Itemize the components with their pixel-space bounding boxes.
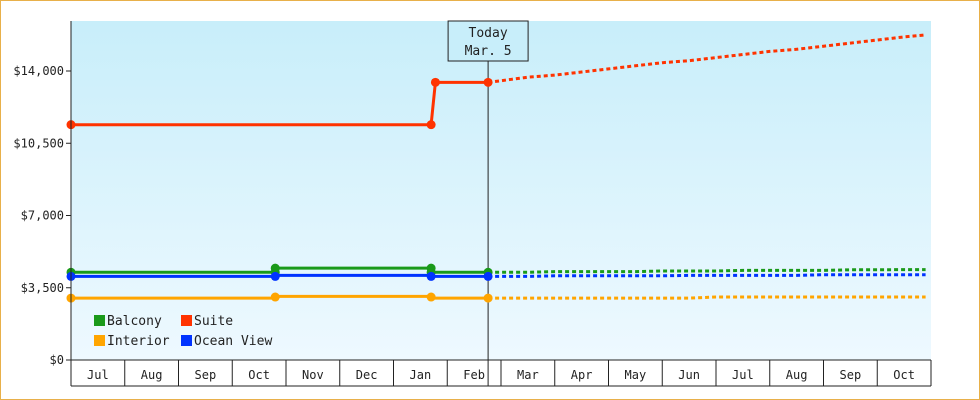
- today-label: Today: [469, 26, 508, 41]
- legend-swatch: [181, 315, 192, 326]
- history-line: [71, 80, 489, 127]
- history-line: [71, 266, 489, 274]
- legend-label: Suite: [194, 314, 233, 329]
- today-box: [447, 20, 529, 62]
- data-point: [430, 77, 440, 87]
- data-point: [270, 292, 280, 302]
- series-ocean-view: [66, 271, 926, 281]
- history-line: [71, 294, 489, 300]
- forecast-line: [488, 295, 926, 300]
- plot-area: [71, 21, 931, 360]
- legend-swatch: [94, 315, 105, 326]
- data-point: [483, 77, 493, 87]
- legend-item: Balcony: [94, 314, 162, 329]
- legend-label: Interior: [107, 334, 170, 349]
- legend-item: Ocean View: [181, 334, 272, 349]
- legend-label: Balcony: [107, 314, 162, 329]
- x-tick-label: Aug: [141, 368, 163, 382]
- legend-swatch: [94, 335, 105, 346]
- y-tick-label: $0: [50, 353, 64, 367]
- x-tick-label: Jul: [732, 368, 754, 382]
- x-tick-label: Jul: [87, 368, 109, 382]
- legend-item: Interior: [94, 334, 170, 349]
- x-tick-label: Oct: [248, 368, 270, 382]
- legend-item: Suite: [181, 314, 233, 329]
- x-tick-label: Dec: [356, 368, 378, 382]
- x-tick-label: Sep: [840, 368, 862, 382]
- x-tick-label: Oct: [893, 368, 915, 382]
- legend-swatch: [181, 335, 192, 346]
- data-point: [270, 271, 280, 281]
- data-point: [426, 292, 436, 302]
- x-tick-label: Nov: [302, 368, 324, 382]
- y-tick-label: $3,500: [21, 281, 64, 295]
- x-tick-label: May: [625, 368, 647, 382]
- x-tick-label: Apr: [571, 368, 593, 382]
- data-point: [426, 120, 436, 130]
- x-tick-label: Jan: [410, 368, 432, 382]
- y-tick-label: $14,000: [13, 64, 64, 78]
- forecast-line: [488, 273, 926, 278]
- x-tick-label: Jun: [678, 368, 700, 382]
- data-point: [270, 263, 280, 273]
- data-point: [483, 271, 493, 281]
- y-tick-label: $7,000: [21, 209, 64, 223]
- x-tick-label: Feb: [463, 368, 485, 382]
- x-tick-label: Aug: [786, 368, 808, 382]
- today-date: Mar. 5: [465, 44, 512, 59]
- history-line: [71, 273, 489, 278]
- x-tick-label: Mar: [517, 368, 539, 382]
- x-tick-label: Sep: [195, 368, 217, 382]
- legend-label: Ocean View: [194, 334, 272, 349]
- y-tick-label: $10,500: [13, 136, 64, 150]
- series-interior: [66, 292, 926, 303]
- data-point: [426, 271, 436, 281]
- data-point: [483, 293, 493, 303]
